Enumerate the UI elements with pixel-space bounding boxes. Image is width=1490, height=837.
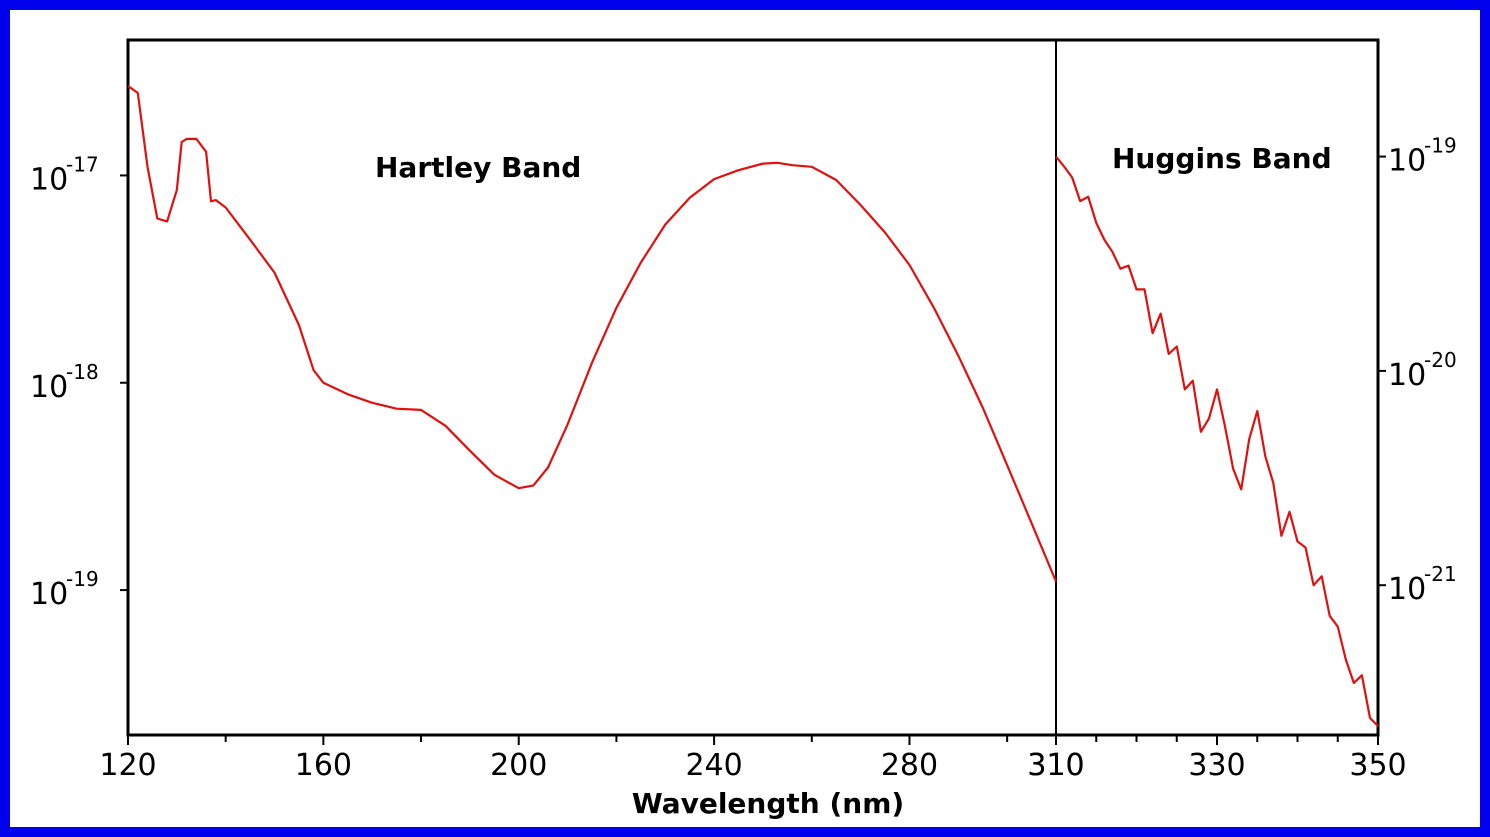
hartley-band-x-tick-label: 280 bbox=[881, 748, 938, 783]
hartley-band-x-tick-label: 240 bbox=[685, 748, 742, 783]
hartley-band-y-tick-base: 10 bbox=[30, 162, 68, 197]
x-axis-label: Wavelength (nm) bbox=[632, 787, 904, 820]
hartley-band-y-tick-base: 10 bbox=[30, 577, 68, 612]
huggins-band-y-tick-base: 10 bbox=[1388, 144, 1426, 179]
huggins-band-y-tick-base: 10 bbox=[1388, 572, 1426, 607]
hartley-band-y-tick-exp: -17 bbox=[66, 152, 99, 176]
huggins-band-y-tick-exp: -21 bbox=[1424, 562, 1457, 586]
hartley-band-series-line bbox=[127, 85, 1058, 582]
huggins-band-x-tick-label: 350 bbox=[1349, 748, 1406, 783]
hartley-band-y-tick-base: 10 bbox=[30, 370, 68, 405]
huggins-band-x-tick-label: 310 bbox=[1027, 748, 1084, 783]
hartley-band-x-tick-label: 200 bbox=[490, 748, 547, 783]
hartley-band-y-tick-exp: -18 bbox=[66, 360, 99, 384]
huggins-band-x-tick-label: 330 bbox=[1188, 748, 1245, 783]
absorption-cross-section-chart: 120 160 200 240 280 31010-1710-1810-19Hartley… bbox=[30, 38, 1457, 820]
huggins-band-y-tick-exp: -19 bbox=[1424, 134, 1457, 158]
huggins-band-y-tick-exp: -20 bbox=[1424, 348, 1457, 372]
hartley-band-x-tick-label: 310 bbox=[1027, 748, 1084, 783]
hartley-band-x-tick-label: 120 bbox=[99, 748, 156, 783]
plot-border bbox=[126, 38, 1380, 737]
huggins-band-label: Huggins Band bbox=[1112, 142, 1332, 175]
hartley-band-x-tick-label: 160 bbox=[295, 748, 352, 783]
huggins-band-y-tick-base: 10 bbox=[1388, 358, 1426, 393]
hartley-band-label: Hartley Band bbox=[375, 151, 581, 184]
hartley-band-y-tick-exp: -19 bbox=[66, 567, 99, 591]
huggins-band-series-line bbox=[1055, 155, 1379, 727]
chart-frame: 120 160 200 240 280 310 10 -17 10 -18 10 -19 Hartley… bbox=[10, 10, 1480, 827]
